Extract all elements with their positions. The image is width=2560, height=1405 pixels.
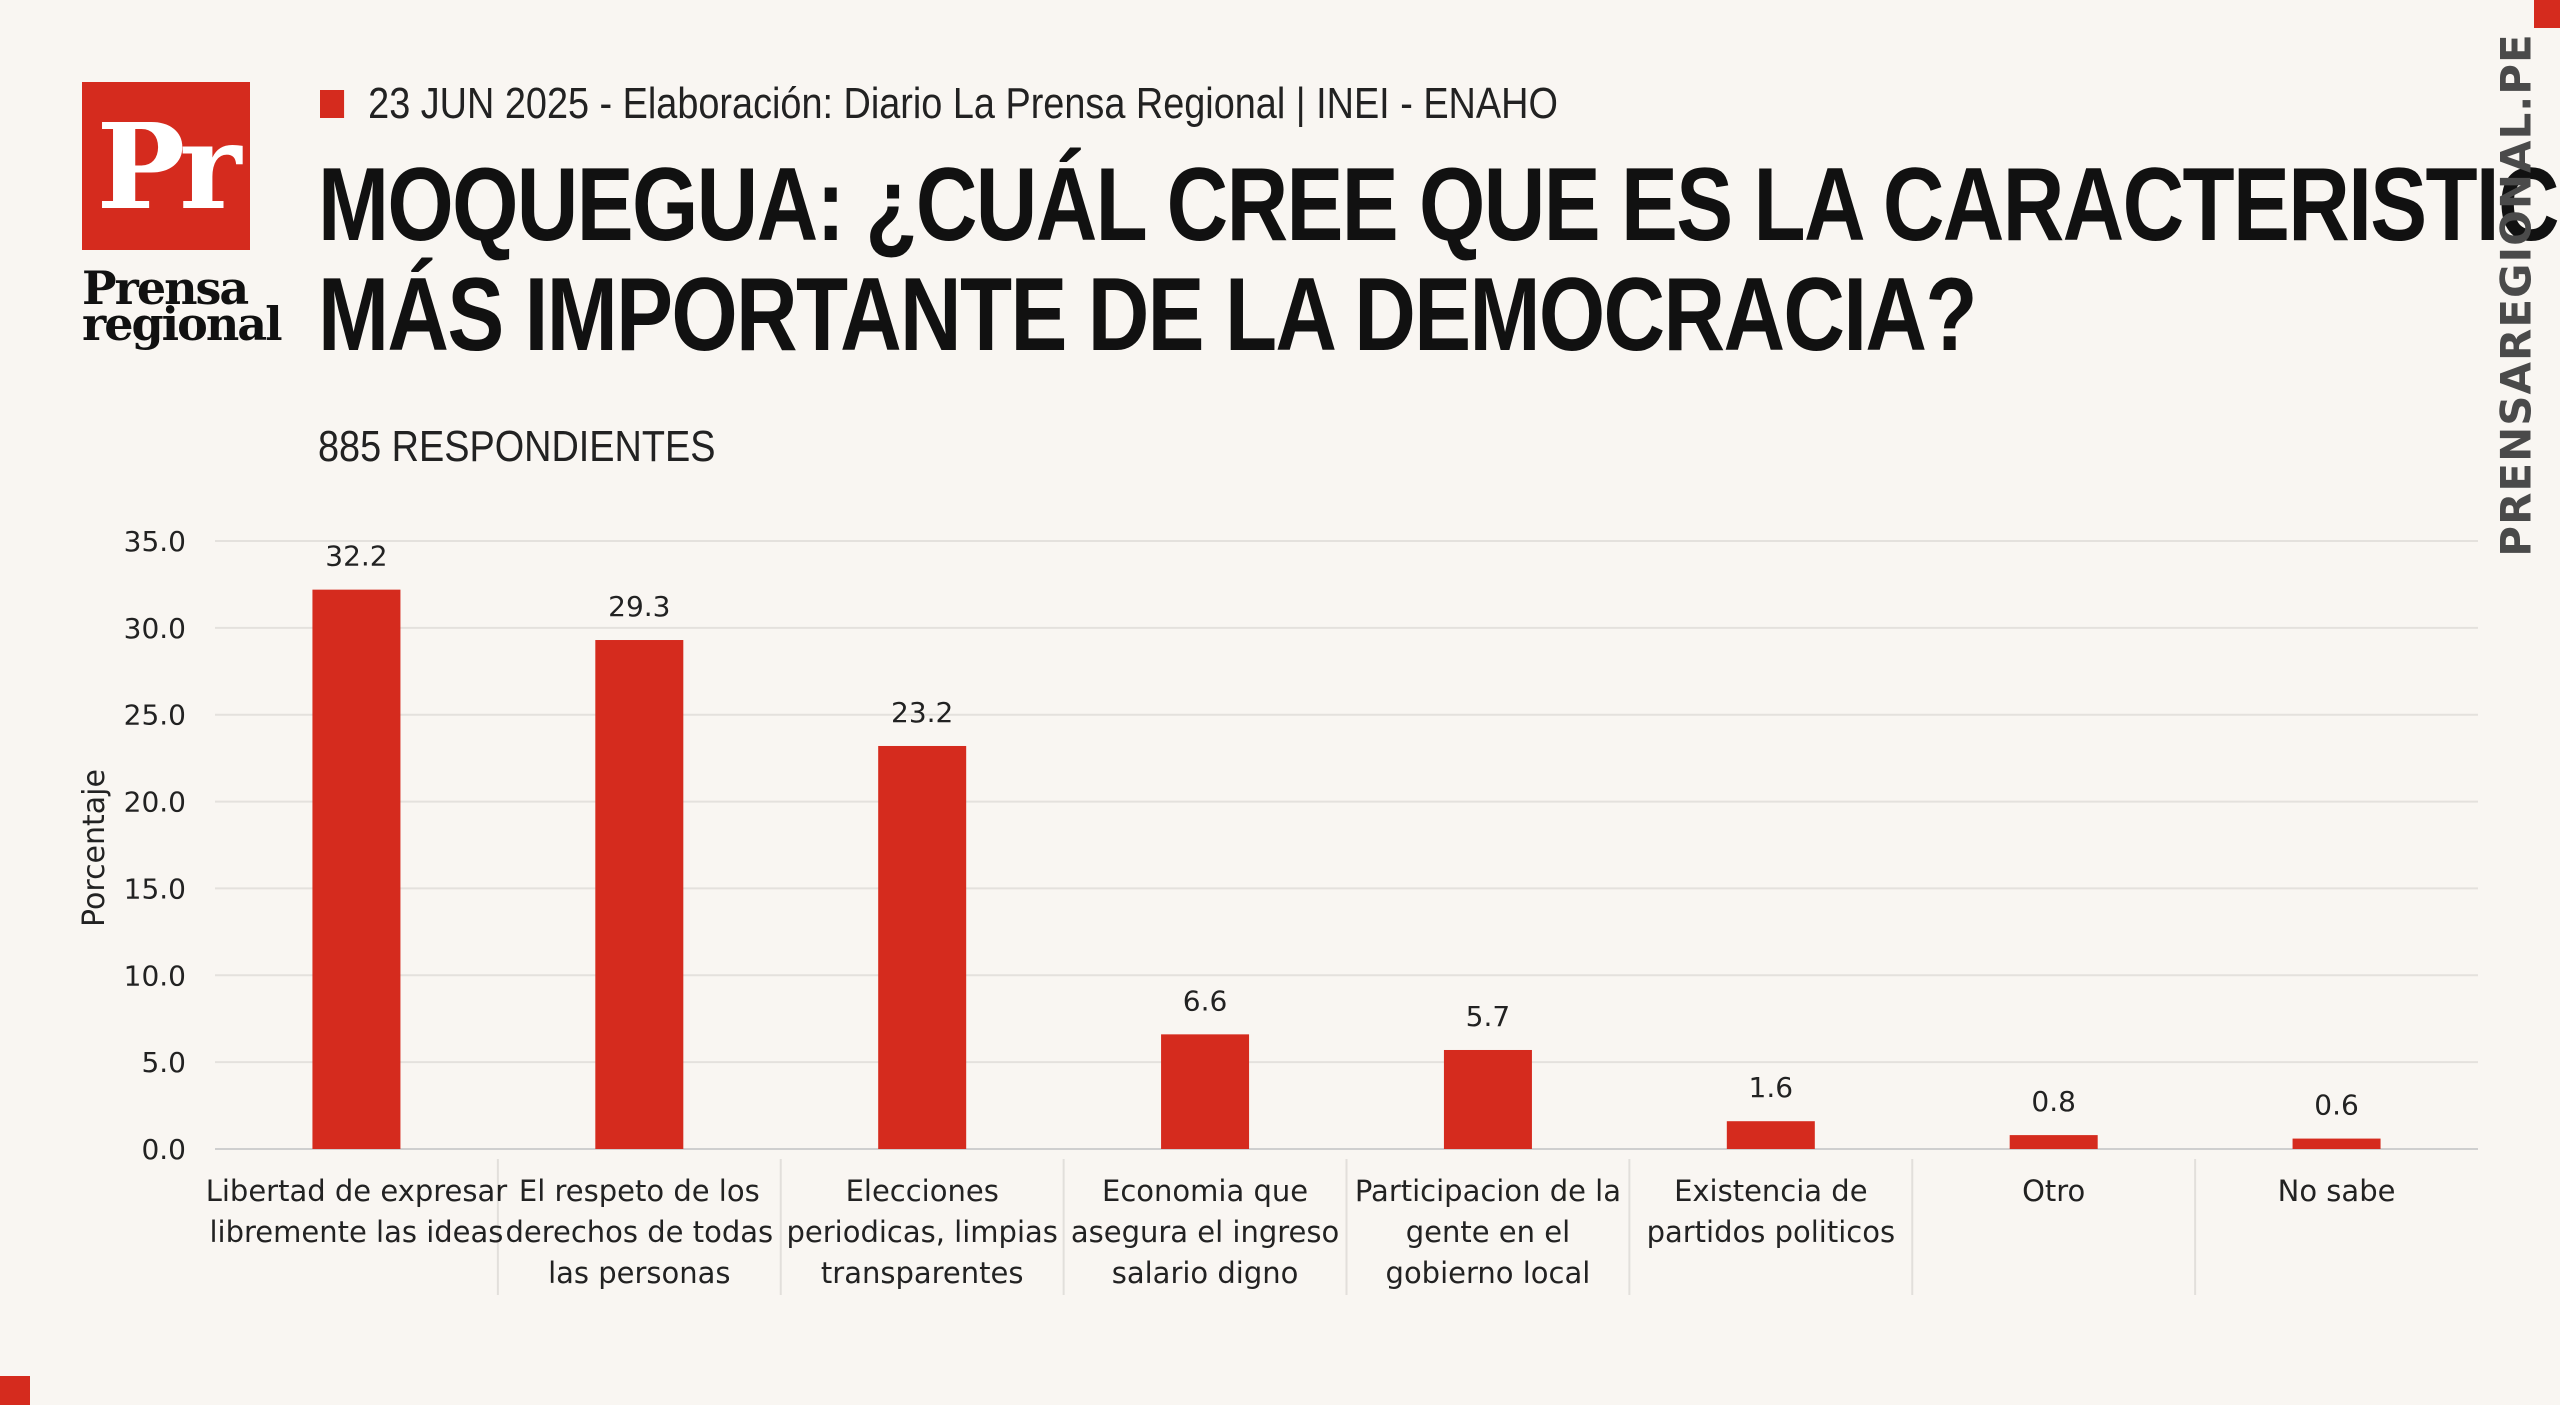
- logo-wordmark: Prensa regional: [82, 261, 283, 351]
- category-label: Libertad de expresar libremente las ideas: [206, 1174, 508, 1249]
- value-label: 23.2: [891, 696, 953, 729]
- y-axis-title: Porcentaje: [77, 769, 112, 927]
- category-label-line: Elecciones: [846, 1174, 999, 1208]
- y-axis-ticks: 0.0 5.0 10.0 15.0 20.0 25.0 30.0 35.0: [124, 525, 186, 1166]
- category-label: Elecciones periodicas, limpias transparent…: [786, 1174, 1057, 1290]
- category-label: Otro: [2022, 1174, 2085, 1208]
- value-label: 0.8: [2031, 1085, 2076, 1118]
- category-label-line: periodicas, limpias: [786, 1215, 1057, 1249]
- y-tick-label: 35.0: [124, 525, 186, 558]
- y-tick-label: 30.0: [124, 612, 186, 645]
- y-tick-label: 15.0: [124, 872, 186, 905]
- category-label-line: las personas: [548, 1256, 730, 1290]
- y-tick-label: 5.0: [141, 1046, 186, 1079]
- bar: [1726, 1121, 1815, 1149]
- corner-accent-top-right: [2534, 0, 2560, 28]
- bar: [1161, 1034, 1250, 1149]
- brand-logo: Pr Prensa regional: [82, 82, 283, 351]
- category-labels: Libertad de expresar libremente las ideas…: [206, 1174, 2396, 1290]
- value-label: 32.2: [325, 540, 387, 573]
- category-label-line: El respeto de los: [519, 1174, 760, 1208]
- value-label: 6.6: [1183, 984, 1228, 1017]
- logo-word-regional: regional: [82, 297, 283, 351]
- bar: [2009, 1135, 2098, 1149]
- category-label: Participacion de la gente en el gobierno l…: [1355, 1174, 1621, 1290]
- category-label: Economia que asegura el ingreso salario di…: [1071, 1174, 1339, 1290]
- category-label-line: gobierno local: [1386, 1256, 1591, 1290]
- chart-title-line-2: MÁS IMPORTANTE DE LA DEMOCRACIA?: [318, 257, 1977, 373]
- value-label: 29.3: [608, 590, 670, 623]
- header-square-icon: [320, 90, 345, 118]
- bar: [312, 589, 401, 1149]
- y-tick-label: 10.0: [124, 959, 186, 992]
- bar: [878, 745, 967, 1149]
- logo-word-prensa: Prensa: [82, 261, 249, 315]
- category-label-line: asegura el ingreso: [1071, 1215, 1339, 1249]
- y-tick-label: 25.0: [124, 699, 186, 732]
- bar: [2292, 1138, 2381, 1149]
- date-source-text: 23 JUN 2025 - Elaboración: Diario La Pre…: [368, 79, 1558, 128]
- y-tick-label: 0.0: [141, 1133, 186, 1166]
- category-label: Existencia de partidos politicos: [1647, 1174, 1896, 1249]
- category-label: No sabe: [2278, 1174, 2396, 1208]
- category-label-line: No sabe: [2278, 1174, 2396, 1208]
- bar: [1443, 1049, 1532, 1149]
- value-labels: 32.2 29.3 23.2 6.6 5.7 1.6 0.8 0.6: [325, 540, 2359, 1122]
- category-label-line: derechos de todas: [505, 1215, 773, 1249]
- chart-subtitle: 885 RESPONDIENTES: [318, 422, 716, 471]
- category-label-line: transparentes: [821, 1256, 1024, 1290]
- category-label-line: Existencia de: [1674, 1174, 1867, 1208]
- category-label-line: Libertad de expresar: [206, 1174, 508, 1208]
- y-tick-label: 20.0: [124, 786, 186, 819]
- bar: [595, 640, 684, 1149]
- category-label-line: libremente las ideas: [209, 1215, 503, 1249]
- value-label: 5.7: [1466, 1000, 1511, 1033]
- category-label-line: partidos politicos: [1647, 1215, 1896, 1249]
- category-label-line: Participacion de la: [1355, 1174, 1621, 1208]
- category-label-line: gente en el: [1406, 1215, 1570, 1249]
- bars: [312, 589, 2381, 1149]
- value-label: 1.6: [1749, 1071, 1794, 1104]
- date-source-line: 23 JUN 2025 - Elaboración: Diario La Pre…: [320, 74, 1558, 134]
- category-label-line: Economia que: [1102, 1174, 1308, 1208]
- grid-lines: [215, 540, 2478, 1295]
- category-label-line: salario digno: [1112, 1256, 1299, 1290]
- category-label: El respeto de los derechos de todas las pe…: [505, 1174, 773, 1290]
- value-label: 0.6: [2314, 1089, 2359, 1122]
- logo-monogram: Pr: [82, 82, 250, 250]
- corner-accent-bottom-left: [0, 1376, 30, 1405]
- category-label-line: Otro: [2022, 1174, 2085, 1208]
